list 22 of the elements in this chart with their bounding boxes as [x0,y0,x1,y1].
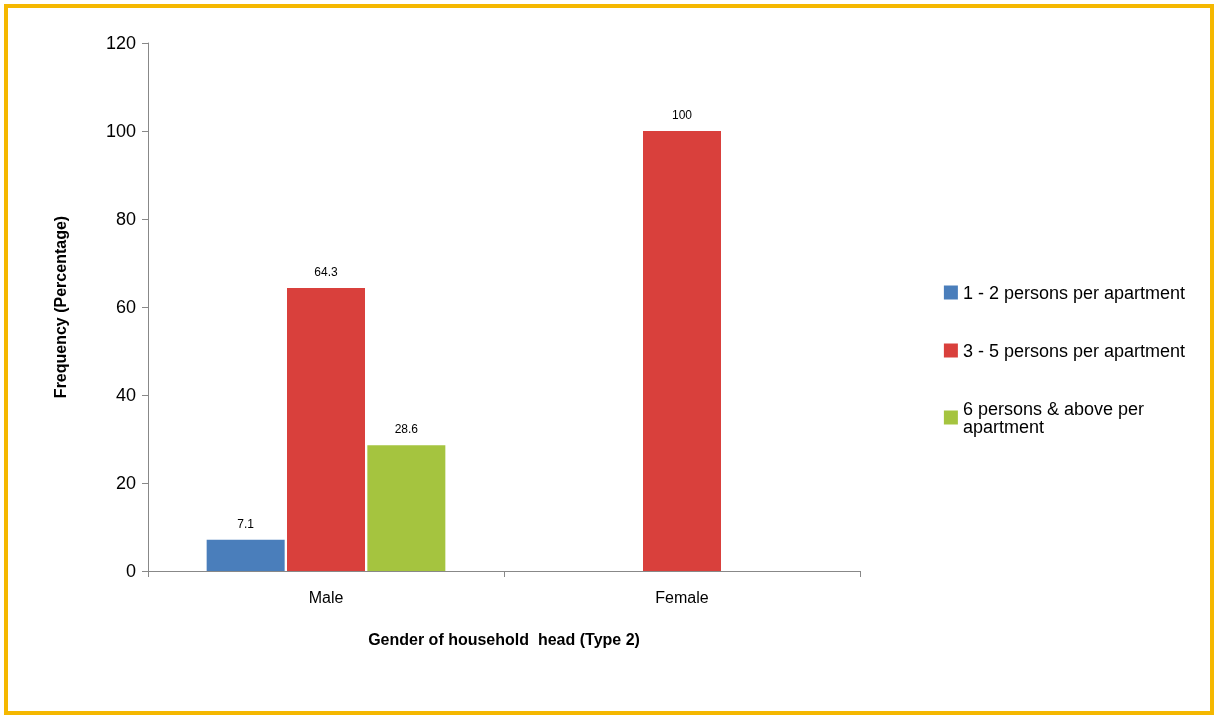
y-tick-label: 0 [125,561,136,581]
x-axis-title: Gender of household head (Type 2) [368,630,640,648]
x-tick-label: Female [655,588,709,606]
data-label: 100 [671,108,693,122]
bar [206,539,285,571]
y-tick-label: 100 [105,121,136,141]
data-label: 7.1 [237,516,255,531]
y-tick-label: 80 [115,209,136,229]
legend-label: 1 - 2 persons per apartment [962,282,1186,303]
bar [287,288,365,571]
x-tick-label: Male [308,588,344,606]
legend-label: 3 - 5 persons per apartment [962,340,1186,361]
y-tick-label: 60 [115,297,136,317]
legend-label: 6 persons & above per apartment [962,398,1150,437]
data-label: 28.6 [394,422,419,437]
bar [367,445,446,571]
y-tick-label: 120 [105,33,136,53]
data-label: 64.3 [314,265,338,280]
y-tick-label: 20 [115,473,136,493]
y-axis-title: Frequency (Percentage) [51,215,69,399]
y-tick-label: 40 [115,385,136,405]
bar [643,131,721,571]
